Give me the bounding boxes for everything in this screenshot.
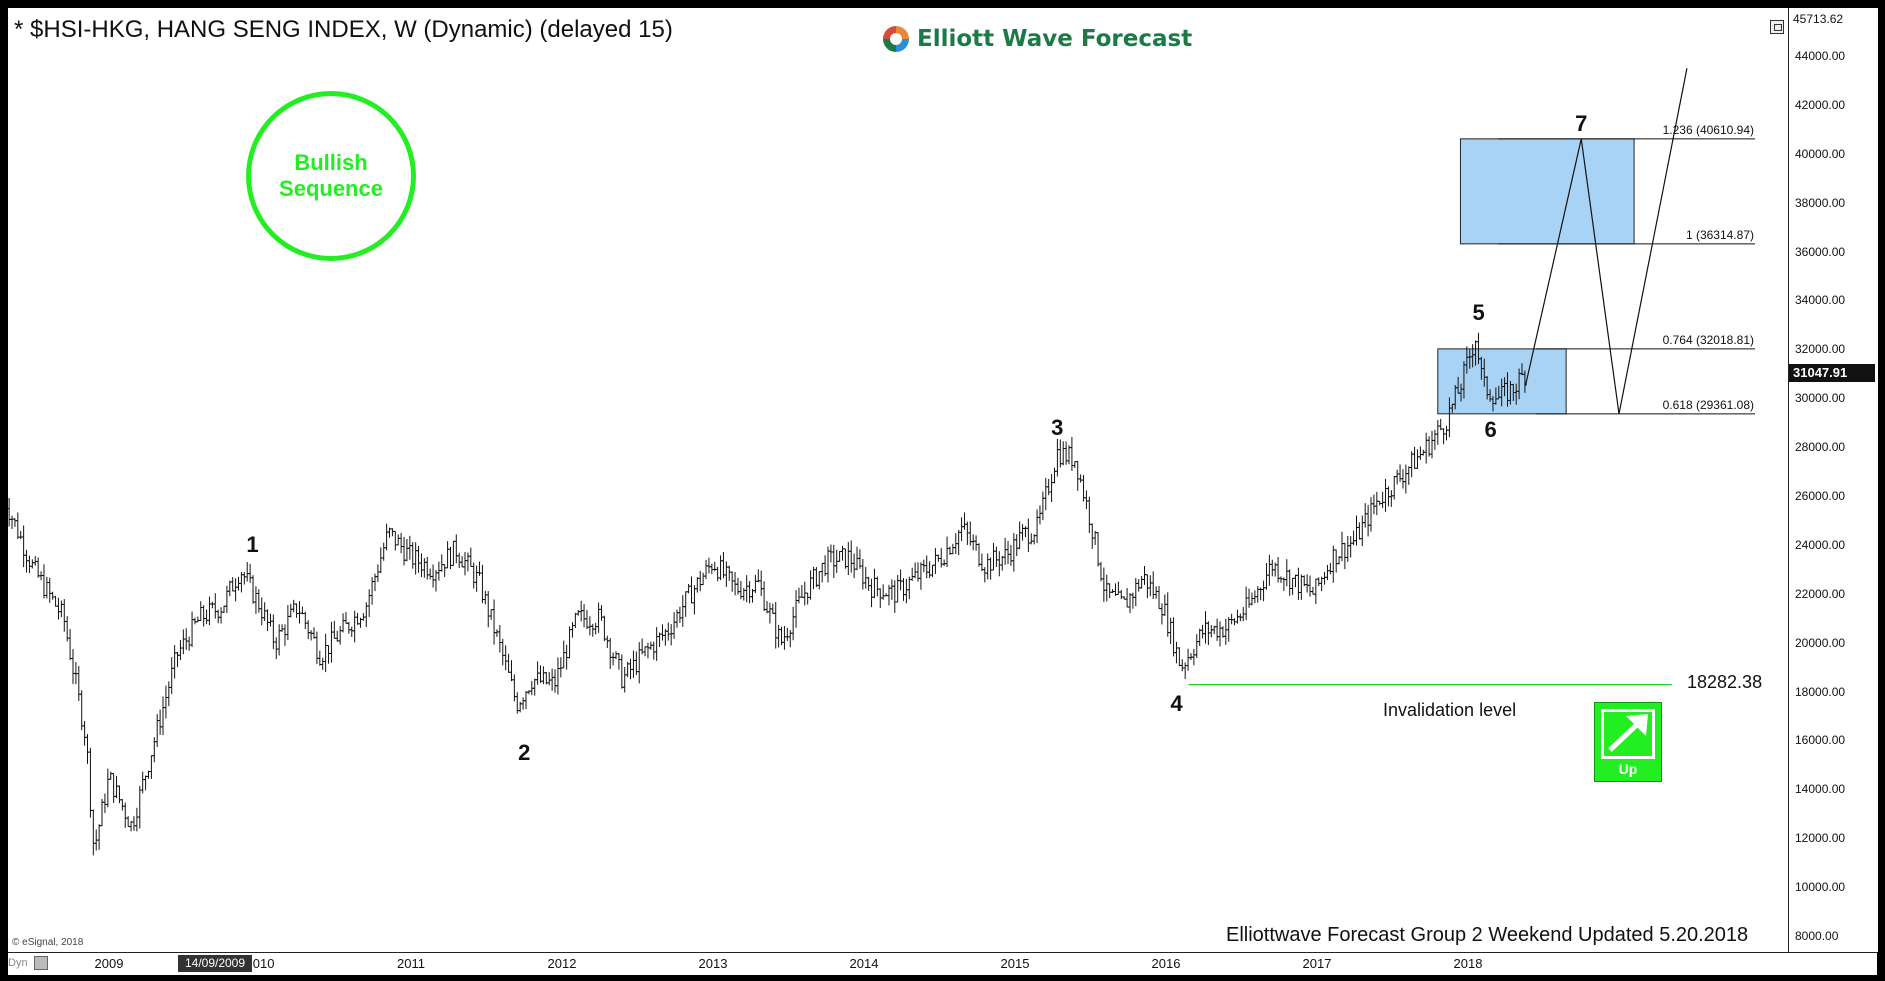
wave-label-7: 7 — [1575, 111, 1588, 137]
y-tick-label: 20000.00 — [1795, 635, 1846, 650]
bullish-sequence-badge: Bullish Sequence — [246, 91, 416, 261]
x-tick-label: 2016 — [1151, 956, 1181, 971]
x-tick-label: 2009 — [94, 956, 124, 971]
dyn-label: Dyn — [8, 957, 28, 969]
wave-label-5: 5 — [1472, 299, 1485, 325]
invalidation-value: 18282.38 — [1687, 672, 1763, 692]
y-tick-label: 32000.00 — [1795, 342, 1846, 357]
y-tick-label: 8000.00 — [1795, 929, 1839, 943]
x-tick-label: 2017 — [1302, 956, 1332, 971]
fib-label-0: 1.236 (40610.94) — [1662, 122, 1754, 137]
x-tick-label: 2011 — [397, 956, 425, 971]
y-tick-label: 14000.00 — [1795, 782, 1846, 797]
fib-label-3: 0.618 (29361.08) — [1662, 397, 1754, 412]
price-chart-svg — [8, 68, 1755, 856]
y-tick-label: 24000.00 — [1795, 537, 1846, 552]
invalidation-label: Invalidation level — [1383, 700, 1517, 720]
footer-update-text: Elliottwave Forecast Group 2 Weekend Upd… — [1226, 924, 1749, 946]
wave-label-1: 1 — [246, 531, 259, 557]
fib-label-2: 0.764 (32018.81) — [1662, 332, 1754, 347]
projection-path — [1524, 68, 1688, 414]
y-tick-label: 28000.00 — [1795, 440, 1846, 455]
esignal-copyright: © eSignal, 2018 — [12, 937, 84, 948]
y-tick-label: 38000.00 — [1795, 195, 1846, 210]
cursor-date: 14/09/2009 — [178, 955, 252, 972]
x-tick-label: 2013 — [698, 956, 728, 971]
y-tick-label: 34000.00 — [1795, 293, 1846, 308]
y-tick-label: 40000.00 — [1795, 146, 1846, 161]
chart-title: * $HSI-HKG, HANG SENG INDEX, W (Dynamic)… — [14, 16, 673, 43]
logo: Elliott Wave Forecast — [881, 24, 1192, 54]
x-tick-label: 2012 — [547, 956, 577, 971]
y-tick-label: 26000.00 — [1795, 489, 1846, 503]
fib-label-1: 1 (36314.87) — [1685, 227, 1754, 242]
last-price-tag: 31047.91 — [1789, 363, 1875, 382]
badge-line-2: Sequence — [279, 176, 383, 201]
y-tick-label: 44000.00 — [1795, 49, 1846, 63]
wave-label-3: 3 — [1051, 414, 1064, 440]
logo-text: Elliott Wave Forecast — [917, 26, 1193, 52]
x-tick-label: 2018 — [1453, 956, 1483, 971]
maximize-button[interactable] — [1770, 20, 1784, 34]
x-tick-label: 2014 — [849, 956, 879, 971]
wave-label-4: 4 — [1170, 690, 1183, 716]
badge-line-1: Bullish — [294, 150, 368, 175]
time-axis[interactable]: Dyn 2009 2010 2011 2012 2013 2014 2015 2016 2017… — [8, 952, 1877, 975]
y-tick-label: 16000.00 — [1795, 733, 1846, 748]
y-tick-label: 18000.00 — [1795, 684, 1846, 699]
wave-7-zone-box — [1459, 138, 1635, 245]
wave-label-2: 2 — [518, 739, 531, 765]
y-tick-label: 36000.00 — [1795, 244, 1846, 259]
y-tick-label: 12000.00 — [1795, 831, 1846, 846]
y-tick-label: 22000.00 — [1795, 586, 1846, 601]
y-tick-label: 30000.00 — [1795, 391, 1846, 406]
y-tick-label: 42000.00 — [1795, 97, 1846, 112]
elliott-wave-logo-icon — [883, 26, 909, 52]
y-tick-label: 10000.00 — [1795, 880, 1846, 895]
up-badge-text: Up — [1618, 761, 1638, 777]
x-tick-label: 2015 — [1000, 956, 1030, 971]
wave-label-6: 6 — [1484, 417, 1497, 442]
price-axis[interactable]: 45713.62 44000.00 42000.00 40000.00 38000.0… — [1788, 8, 1878, 952]
up-trend-badge: Up — [1594, 702, 1662, 782]
chart-plot-area[interactable]: * $HSI-HKG, HANG SENG INDEX, W (Dynamic)… — [8, 8, 1788, 952]
x-tick-label: 2010 — [245, 956, 275, 971]
y-axis-top-label: 45713.62 — [1793, 12, 1844, 26]
up-arrow-icon — [1601, 709, 1655, 759]
dyn-toggle-button[interactable] — [34, 956, 48, 970]
